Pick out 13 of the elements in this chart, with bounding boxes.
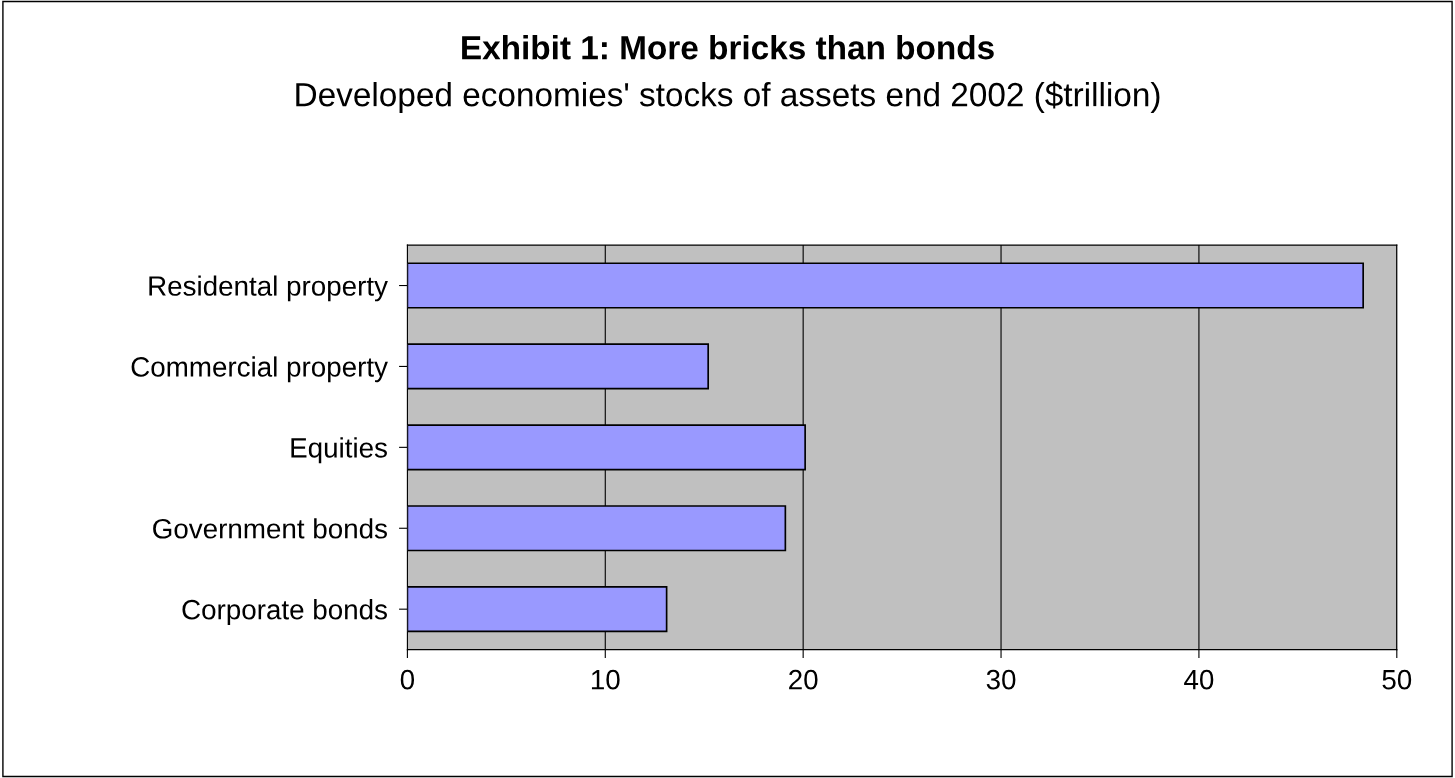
x-tick-label: 50: [1382, 669, 1412, 690]
x-tick-label: 20: [789, 669, 818, 690]
y-tick-label: Commercial property: [131, 356, 388, 383]
x-tick-label: 40: [1184, 669, 1214, 690]
chart-title: Exhibit 1: More bricks than bonds: [462, 35, 994, 60]
chart-subtitle: Developed economies' stocks of assets end 2002 ($trillion): [296, 81, 1160, 114]
x-tick-label: 30: [986, 669, 1016, 690]
x-tick-label: 0: [400, 669, 415, 690]
x-tick-label: 10: [591, 669, 620, 690]
y-tick-label: Residental property: [149, 275, 388, 302]
y-tick-label: Government bonds: [153, 518, 387, 539]
y-tick-label: Corporate bonds: [182, 599, 387, 625]
y-tick-label: Equities: [291, 437, 387, 464]
